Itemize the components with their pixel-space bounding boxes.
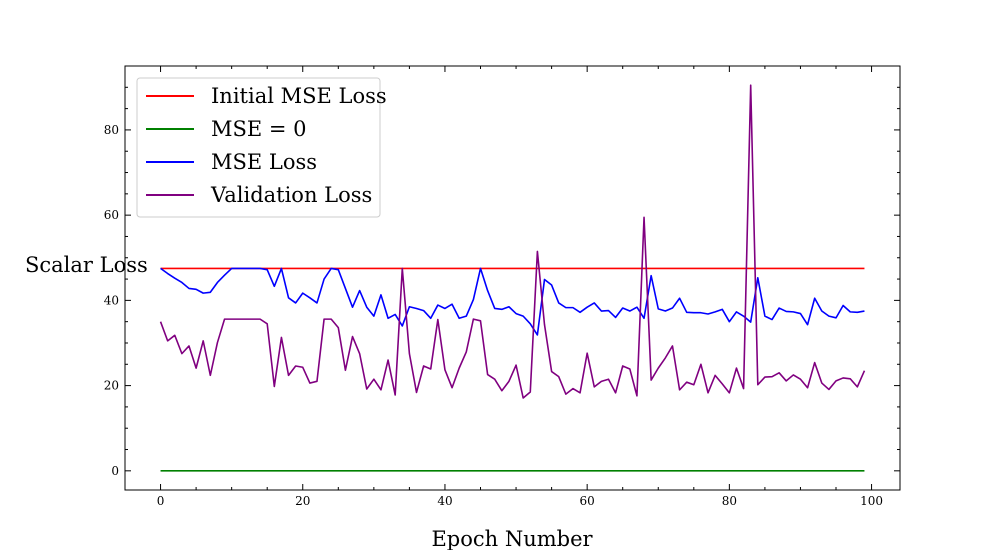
legend-box	[136, 77, 381, 218]
x-tick-label: 0	[157, 494, 165, 508]
series-layer	[159, 84, 866, 472]
x-tick-label: 20	[295, 494, 310, 508]
x-tick-label: 60	[580, 494, 595, 508]
x-axis-label: Epoch Number	[431, 527, 593, 550]
x-tick-label: 40	[437, 494, 452, 508]
y-axis-label: Scalar Loss	[25, 253, 148, 277]
y-tick-label: 60	[104, 208, 119, 222]
legend-label-mse-zero: MSE = 0	[211, 117, 307, 141]
series-line-mse-loss	[160, 267, 865, 336]
legend-label-initial-mse-loss: Initial MSE Loss	[211, 84, 387, 108]
series-line-validation-loss	[159, 84, 866, 399]
legend: Initial MSE Loss MSE = 0 MSE Loss Valida…	[136, 77, 387, 218]
x-tick-label: 100	[860, 494, 883, 508]
legend-label-validation-loss: Validation Loss	[210, 183, 372, 207]
y-tick-label: 80	[104, 123, 119, 137]
legend-label-mse-loss: MSE Loss	[211, 150, 317, 174]
y-tick-label: 0	[111, 464, 119, 478]
y-tick-label: 20	[104, 379, 119, 393]
plot-frame	[124, 65, 901, 491]
x-tick-label: 80	[722, 494, 737, 508]
y-tick-label: 40	[104, 293, 119, 307]
ticks-layer: 0 20 40 60 80 100 0 20 40 60 80	[104, 65, 900, 508]
